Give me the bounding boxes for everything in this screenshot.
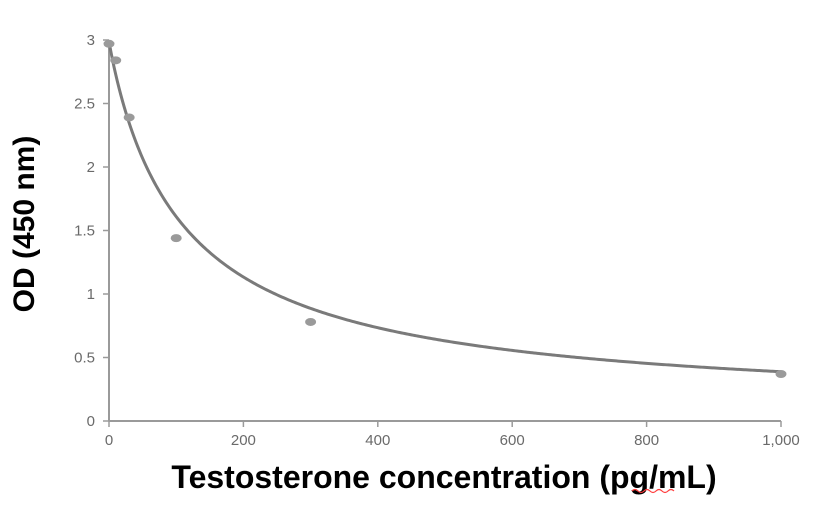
data-point bbox=[110, 56, 122, 65]
x-axis-title: Testosterone concentration (pg/mL) bbox=[171, 459, 716, 495]
x-tick-label: 0 bbox=[105, 432, 113, 449]
x-tick-label: 400 bbox=[365, 432, 390, 449]
spellcheck-underline bbox=[631, 488, 675, 494]
x-tick-label: 800 bbox=[634, 432, 659, 449]
y-tick-label: 3 bbox=[87, 32, 95, 49]
axes bbox=[108, 40, 781, 422]
x-tick-label: 600 bbox=[500, 432, 525, 449]
y-tick-label: 2 bbox=[87, 159, 95, 176]
data-point bbox=[305, 317, 317, 326]
y-tick-label: 0 bbox=[87, 413, 95, 430]
y-axis-ticks: 0 0.5 1 1.5 2 2.5 3 bbox=[74, 32, 109, 430]
y-tick-label: 2.5 bbox=[74, 96, 95, 113]
y-tick-label: 1.5 bbox=[74, 223, 95, 240]
y-axis-title: OD (450 nm) bbox=[8, 136, 41, 313]
data-points bbox=[103, 39, 787, 379]
data-point bbox=[123, 113, 135, 122]
x-tick-label: 200 bbox=[231, 432, 256, 449]
x-tick-label: 1,000 bbox=[762, 432, 800, 449]
data-point bbox=[775, 370, 787, 379]
y-tick-label: 0.5 bbox=[74, 350, 95, 367]
fit-curve bbox=[107, 41, 782, 374]
data-point bbox=[103, 39, 115, 48]
x-axis-ticks: 0 200 400 600 800 1,000 bbox=[105, 421, 800, 449]
data-point bbox=[170, 234, 182, 243]
y-tick-label: 1 bbox=[87, 286, 95, 303]
